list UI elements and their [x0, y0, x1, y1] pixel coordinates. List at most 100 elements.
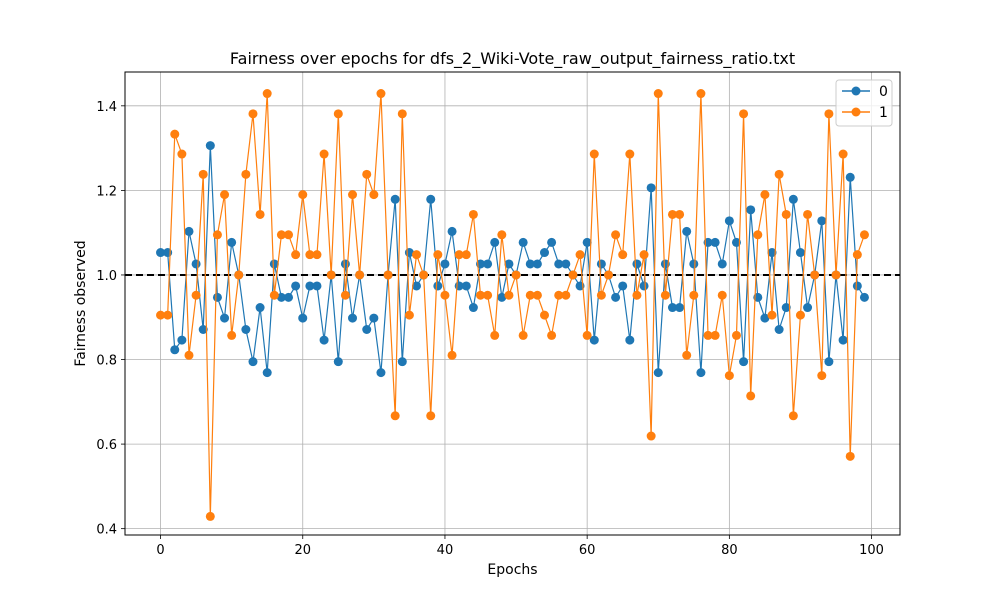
data-point [419, 270, 429, 280]
data-point [696, 89, 706, 99]
data-point [810, 270, 820, 280]
x-tick-label: 60 [579, 543, 596, 558]
data-point [212, 230, 222, 240]
x-tick-label: 0 [156, 543, 164, 558]
y-tick-label: 0.6 [96, 438, 117, 453]
data-point [724, 371, 734, 381]
data-point [845, 451, 855, 461]
plot-frame [124, 71, 901, 536]
data-point [667, 303, 677, 313]
data-point [589, 149, 599, 159]
chart-title: Fairness over epochs for dfs_2_Wiki-Vote… [230, 49, 795, 69]
data-point [575, 250, 585, 260]
data-point [682, 350, 692, 360]
grid [125, 72, 900, 535]
data-point [490, 330, 500, 340]
data-point [390, 411, 400, 421]
data-point [817, 371, 827, 381]
data-point [255, 209, 265, 219]
data-point [163, 310, 173, 320]
data-point [476, 290, 485, 300]
data-point [156, 310, 166, 320]
data-point [603, 270, 613, 280]
data-point [547, 330, 557, 340]
data-point [774, 169, 784, 179]
data-point [667, 209, 677, 219]
data-point [305, 281, 315, 291]
data-point [859, 230, 869, 240]
data-point [831, 270, 841, 280]
data-point [795, 248, 805, 258]
y-tick-label: 0.4 [96, 523, 117, 538]
data-point [255, 303, 265, 313]
data-point [390, 194, 400, 204]
data-point [483, 290, 493, 300]
data-point [269, 290, 279, 300]
series-0 [156, 141, 869, 378]
data-point [234, 270, 244, 280]
data-point [340, 290, 350, 300]
data-point [262, 89, 272, 99]
data-point [397, 357, 407, 367]
x-tick-label: 20 [294, 543, 311, 558]
data-point [426, 411, 436, 421]
data-point [540, 248, 549, 258]
data-point [490, 237, 500, 247]
data-point [333, 109, 343, 119]
data-point [717, 259, 727, 269]
data-point [298, 190, 308, 200]
data-point [803, 209, 813, 219]
data-point [554, 259, 564, 269]
data-point [319, 335, 329, 345]
data-point [305, 250, 315, 260]
data-point [454, 250, 464, 260]
data-point [433, 281, 443, 291]
data-point [497, 230, 507, 240]
series-line-1 [160, 93, 866, 517]
data-point [412, 281, 422, 291]
data-point [205, 511, 215, 521]
data-point [369, 190, 379, 200]
data-point [525, 290, 535, 300]
data-point [248, 109, 258, 119]
data-point [760, 313, 770, 323]
y-axis: 0.4 0.6 0.8 1.0 1.2 1.4 [96, 100, 125, 538]
data-point [198, 169, 208, 179]
data-point [312, 250, 322, 260]
data-point [220, 313, 230, 323]
data-point [611, 292, 621, 302]
data-point [177, 335, 187, 345]
data-point [177, 149, 187, 159]
data-point [468, 209, 478, 219]
data-point [241, 169, 251, 179]
x-axis: 0 20 40 60 80 100 [156, 535, 884, 558]
data-point [618, 250, 628, 260]
data-point [440, 290, 450, 300]
data-point [696, 368, 706, 378]
data-point [760, 190, 770, 200]
data-point [675, 303, 685, 313]
x-tick-label: 40 [437, 543, 454, 558]
data-point [227, 237, 237, 247]
data-point [739, 109, 749, 119]
x-axis-label: Epochs [487, 562, 537, 578]
data-point [824, 109, 834, 119]
data-point [461, 250, 471, 260]
data-point [589, 335, 599, 345]
data-point [859, 292, 869, 302]
data-point [646, 183, 656, 193]
data-point [483, 259, 493, 269]
data-point [596, 259, 606, 269]
data-point [333, 357, 343, 367]
data-point [184, 226, 194, 236]
y-tick-label: 0.8 [96, 354, 117, 369]
legend-label-1: 1 [879, 105, 888, 121]
data-point [845, 172, 855, 182]
data-point [788, 194, 798, 204]
data-point [561, 290, 571, 300]
data-point [497, 292, 507, 302]
data-point [461, 281, 471, 291]
data-point [653, 89, 663, 99]
data-point [852, 250, 862, 260]
